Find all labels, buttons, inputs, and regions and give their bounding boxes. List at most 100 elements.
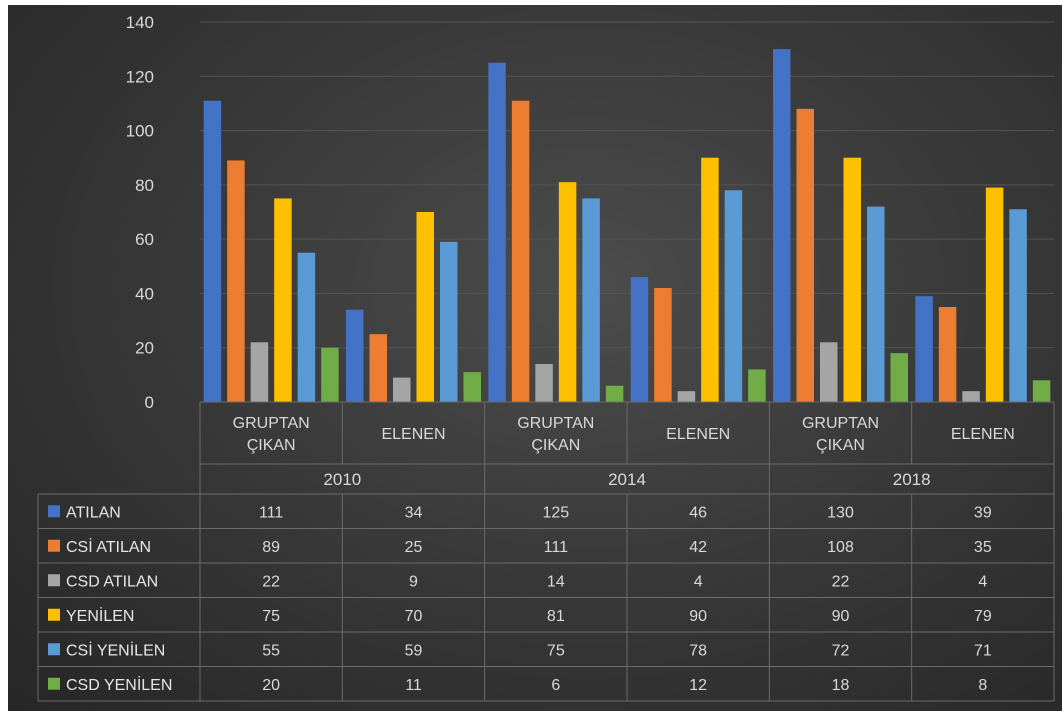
table-value-atilan-1: 34 (405, 504, 423, 521)
table-value-csd-atilan-2: 14 (547, 573, 565, 590)
table-row-label-atilan: ATILAN (66, 504, 121, 521)
category-label-3: ELENEN (666, 426, 730, 443)
table-row-label-yenilen: YENİLEN (66, 606, 134, 625)
bar-csd-atilan-4 (820, 342, 838, 402)
y-tick-label-20: 20 (135, 339, 154, 358)
bar-csd-yenilen-0 (321, 347, 339, 402)
table-value-atilan-2: 125 (542, 504, 569, 521)
category-label-4-line0: GRUPTAN (802, 415, 879, 432)
table-value-yenilen-1: 70 (405, 608, 423, 625)
bar-csd-atilan-3 (677, 391, 696, 402)
category-label-4-line1: ÇIKAN (816, 437, 865, 454)
bar-csi-atilan-1 (369, 334, 387, 402)
table-value-csd-yenilen-3: 12 (689, 677, 707, 694)
table-value-csi-atilan-0: 89 (262, 539, 280, 556)
category-label-0-line0: GRUPTAN (233, 415, 310, 432)
table-value-csi-atilan-5: 35 (974, 539, 992, 556)
table-row-label-csd-atilan: CSD ATILAN (66, 573, 158, 590)
table-value-csd-yenilen-5: 8 (978, 677, 987, 694)
bar-csd-atilan-5 (962, 391, 980, 402)
table-value-yenilen-2: 81 (547, 608, 565, 625)
y-tick-label-140: 140 (126, 13, 154, 32)
y-tick-label-100: 100 (126, 122, 154, 141)
table-value-yenilen-4: 90 (832, 608, 850, 625)
y-tick-label-60: 60 (135, 230, 154, 249)
legend-key-csi-yenilen (48, 643, 60, 656)
category-label-2-line0: GRUPTAN (517, 415, 594, 432)
bar-csd-yenilen-4 (890, 353, 908, 402)
bar-csi-atilan-4 (796, 108, 814, 402)
bar-csi-yenilen-4 (867, 206, 885, 402)
bar-csi-yenilen-5 (1009, 209, 1027, 402)
table-value-csd-yenilen-4: 18 (832, 677, 850, 694)
bar-atilan-1 (346, 309, 364, 402)
year-label-2010: 2010 (323, 470, 361, 489)
bar-csd-atilan-0 (250, 342, 269, 402)
table-value-csd-atilan-1: 9 (409, 573, 418, 590)
table-value-csi-yenilen-0: 55 (262, 642, 280, 659)
bar-csd-yenilen-3 (748, 369, 766, 402)
bar-csd-yenilen-2 (605, 385, 624, 402)
year-label-2014: 2014 (608, 470, 646, 489)
table-value-yenilen-5: 79 (974, 608, 992, 625)
table-value-csd-atilan-0: 22 (262, 573, 280, 590)
bar-yenilen-4 (843, 157, 861, 402)
bar-atilan-4 (773, 49, 791, 403)
y-tick-label-80: 80 (135, 176, 154, 195)
bar-atilan-0 (203, 100, 222, 402)
bar-csd-yenilen-5 (1032, 380, 1051, 402)
category-label-0-line1: ÇIKAN (247, 437, 296, 454)
bar-csd-yenilen-1 (463, 372, 481, 402)
table-value-csi-atilan-4: 108 (827, 539, 854, 556)
table-value-atilan-0: 111 (259, 504, 283, 521)
category-label-1: ELENEN (381, 426, 445, 443)
bar-csi-atilan-2 (511, 100, 530, 402)
bar-csd-atilan-1 (393, 377, 411, 402)
bar-csi-yenilen-0 (297, 252, 316, 402)
year-label-2018: 2018 (893, 470, 931, 489)
table-value-yenilen-3: 90 (689, 608, 707, 625)
table-value-csd-yenilen-2: 6 (551, 677, 560, 694)
table-value-csd-atilan-4: 22 (832, 573, 850, 590)
table-value-csi-yenilen-2: 75 (547, 642, 565, 659)
table-row-label-csi-atilan: CSİ ATILAN (66, 537, 151, 556)
y-tick-label-0: 0 (145, 393, 154, 412)
legend-key-atilan (48, 505, 60, 518)
table-value-csi-yenilen-5: 71 (974, 642, 992, 659)
bar-csi-atilan-5 (938, 307, 957, 402)
bar-csd-atilan-2 (535, 364, 553, 402)
bar-atilan-3 (630, 277, 649, 402)
bar-yenilen-1 (416, 212, 434, 402)
table-value-atilan-4: 130 (827, 504, 854, 521)
bar-yenilen-0 (274, 198, 292, 402)
bar-yenilen-2 (558, 182, 577, 402)
bar-csi-yenilen-2 (582, 198, 600, 402)
table-value-csi-yenilen-3: 78 (689, 642, 707, 659)
table-value-csi-yenilen-1: 59 (405, 642, 423, 659)
table-value-csi-yenilen-4: 72 (832, 642, 850, 659)
legend-key-csd-atilan (48, 574, 60, 587)
table-row-label-csi-yenilen: CSİ YENİLEN (66, 640, 165, 659)
y-tick-label-40: 40 (135, 284, 154, 303)
table-value-atilan-5: 39 (974, 504, 992, 521)
bar-csi-yenilen-3 (724, 190, 743, 402)
chart-container: 0 20 40 60 80 100 120 140 GRUPTAN ÇIKAN ELENEN GRUP… (8, 5, 1062, 711)
table-value-csi-atilan-1: 25 (405, 539, 423, 556)
table-value-atilan-3: 46 (689, 504, 707, 521)
bar-csi-yenilen-1 (440, 241, 458, 402)
bar-atilan-5 (915, 296, 933, 402)
bar-atilan-2 (488, 62, 506, 402)
table-value-csd-atilan-5: 4 (978, 573, 987, 590)
table-value-csd-yenilen-1: 11 (405, 677, 422, 694)
table-value-csd-yenilen-0: 20 (262, 677, 280, 694)
table-value-csi-atilan-3: 42 (689, 539, 707, 556)
table-value-yenilen-0: 75 (262, 608, 280, 625)
category-label-2-line1: ÇIKAN (531, 437, 580, 454)
legend-key-yenilen (48, 608, 60, 621)
category-label-5: ELENEN (951, 426, 1015, 443)
table-value-csd-atilan-3: 4 (694, 573, 703, 590)
bar-csi-atilan-0 (227, 160, 245, 402)
bar-yenilen-3 (701, 157, 719, 402)
y-tick-label-120: 120 (126, 67, 154, 86)
legend-key-csi-atilan (48, 539, 60, 552)
